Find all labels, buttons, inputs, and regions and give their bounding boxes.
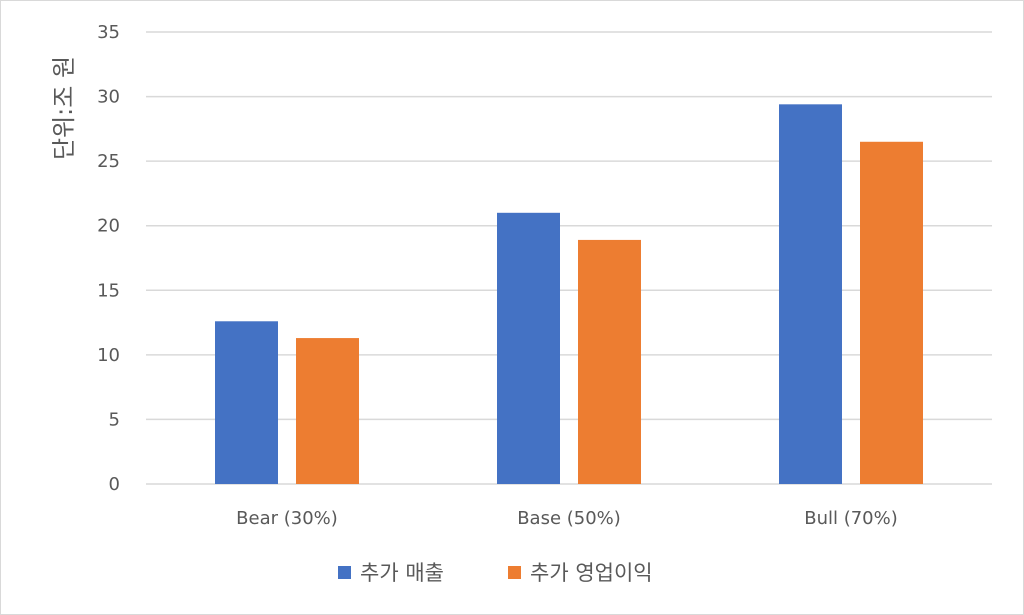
bar-revenue-0 bbox=[215, 321, 278, 484]
legend-label: 추가 매출 bbox=[360, 561, 444, 585]
bar-revenue-1 bbox=[497, 212, 560, 485]
y-tick-label: 35 bbox=[97, 22, 120, 43]
bar-operating-profit-1 bbox=[578, 239, 641, 484]
x-axis-ticks: Bear (30%) Base (50%) Bull (70%) bbox=[236, 508, 898, 529]
y-tick-label: 5 bbox=[109, 409, 120, 430]
x-tick-label: Bear (30%) bbox=[236, 508, 338, 529]
x-tick-label: Base (50%) bbox=[517, 508, 621, 529]
y-tick-label: 15 bbox=[97, 280, 120, 301]
y-tick-label: 25 bbox=[97, 151, 120, 172]
y-axis-ticks: 0 5 10 15 20 25 30 35 bbox=[97, 22, 120, 495]
bar-operating-profit-2 bbox=[860, 141, 923, 484]
x-tick-label: Bull (70%) bbox=[804, 508, 898, 529]
y-axis-label: 단위:조 원 bbox=[50, 56, 78, 160]
legend-label: 추가 영업이익 bbox=[530, 561, 653, 585]
legend-swatch bbox=[338, 566, 351, 579]
bars bbox=[215, 104, 923, 485]
bar-operating-profit-0 bbox=[296, 338, 359, 484]
y-tick-label: 10 bbox=[97, 345, 120, 366]
legend: 추가 매출 추가 영업이익 bbox=[338, 561, 653, 585]
bar-revenue-2 bbox=[779, 104, 842, 484]
y-tick-label: 20 bbox=[97, 216, 120, 237]
legend-swatch bbox=[508, 566, 521, 579]
y-tick-label: 30 bbox=[97, 87, 120, 108]
y-tick-label: 0 bbox=[109, 474, 120, 495]
gridlines bbox=[146, 31, 992, 485]
